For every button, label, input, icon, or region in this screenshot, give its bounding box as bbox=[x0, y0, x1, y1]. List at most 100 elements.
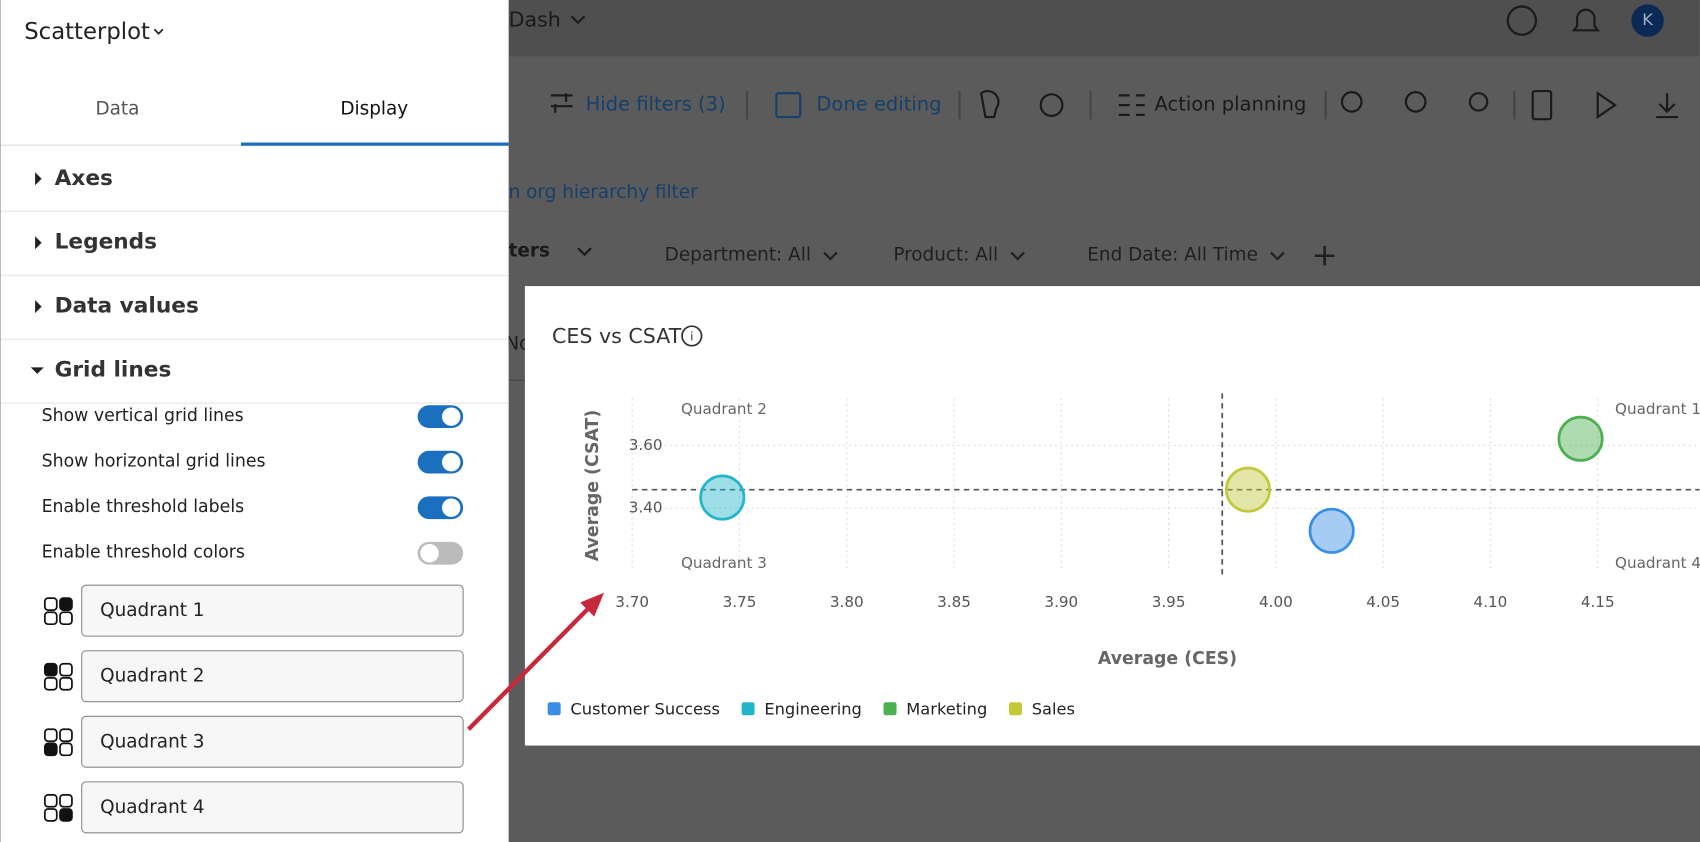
x-tick-label: 4.15 bbox=[1581, 593, 1615, 611]
bell-icon[interactable] bbox=[1571, 8, 1600, 32]
chevron bbox=[1010, 251, 1025, 261]
arrow-head bbox=[580, 592, 605, 617]
info-icon[interactable] bbox=[681, 325, 703, 347]
toggle-knob bbox=[442, 498, 461, 517]
avatar-initial: K bbox=[1642, 10, 1653, 29]
quadrant-icon-cell bbox=[59, 662, 73, 677]
input-value: Quadrant 4 bbox=[100, 797, 204, 818]
quadrant-icon-cell bbox=[43, 611, 58, 626]
legend-swatch bbox=[883, 702, 897, 716]
done-editing[interactable]: Done editing bbox=[816, 93, 941, 116]
toggle-label: Enable threshold labels bbox=[42, 497, 245, 517]
legend-label[interactable]: Marketing bbox=[906, 699, 987, 718]
toolbar-icons bbox=[550, 89, 1678, 121]
legend-label[interactable]: Customer Success bbox=[570, 699, 720, 718]
caret bbox=[35, 172, 42, 186]
text-input[interactable] bbox=[81, 650, 464, 703]
input-value: Quadrant 3 bbox=[100, 731, 204, 752]
quadrant-icon-cell bbox=[59, 611, 73, 626]
data-point[interactable] bbox=[1224, 466, 1272, 513]
org-filter-link[interactable]: n org hierarchy filter bbox=[509, 182, 698, 203]
data-point[interactable] bbox=[1557, 415, 1604, 462]
data-point[interactable] bbox=[699, 474, 746, 521]
quadrant-icon-cell bbox=[59, 597, 73, 611]
x-tick-label: 3.95 bbox=[1152, 593, 1186, 611]
quadrant-icon-cell bbox=[43, 728, 58, 743]
section-header[interactable]: Data values bbox=[55, 294, 199, 319]
legend-label[interactable]: Engineering bbox=[764, 699, 862, 718]
annotation-arrow bbox=[467, 600, 596, 731]
info-glyph: i bbox=[690, 330, 693, 344]
x-axis-label: Average (CES) bbox=[1098, 649, 1237, 669]
quadrant-icon-cell bbox=[43, 676, 58, 691]
quadrant-label: Quadrant 1 bbox=[1615, 400, 1700, 418]
text-input[interactable] bbox=[81, 781, 464, 834]
y-axis-label: Average (CSAT) bbox=[583, 410, 603, 562]
input-value: Quadrant 1 bbox=[100, 600, 204, 621]
quadrant-label: Quadrant 3 bbox=[681, 554, 767, 572]
avatar[interactable] bbox=[1631, 4, 1664, 37]
quadrant-icon-cell bbox=[43, 808, 58, 822]
panel-content: Data Display Axes Legends Data values Grid li… bbox=[0, 98, 509, 834]
data-point[interactable] bbox=[1308, 507, 1355, 554]
x-tick-label: 3.80 bbox=[830, 593, 864, 611]
caret bbox=[35, 300, 42, 314]
y-tick-label: 3.40 bbox=[629, 499, 663, 517]
quadrant-icon-cell bbox=[59, 676, 73, 691]
quadrant-icon-cell bbox=[59, 793, 73, 808]
filter-dropdown[interactable]: End Date: All Time bbox=[1087, 245, 1258, 266]
text-input[interactable] bbox=[81, 584, 464, 637]
chart-title: CES vs CSAT bbox=[552, 324, 682, 348]
section-header[interactable]: Axes bbox=[55, 166, 113, 191]
filter-bar: Department: All Product: All End Date: All… bbox=[665, 245, 1335, 266]
toggle-label: Enable threshold colors bbox=[42, 543, 245, 563]
x-tick-label: 3.85 bbox=[937, 593, 971, 611]
partial-text: No bbox=[505, 334, 530, 355]
chevron bbox=[570, 15, 586, 25]
quadrant-label: Quadrant 2 bbox=[681, 400, 767, 418]
x-tick-label: 3.75 bbox=[723, 593, 757, 611]
caret bbox=[35, 236, 42, 250]
quadrant-icon-cell bbox=[43, 793, 58, 808]
dashboard-name[interactable]: Dash bbox=[509, 8, 561, 32]
hide-filters[interactable]: Hide filters (3) bbox=[586, 93, 726, 116]
x-tick-label: 4.00 bbox=[1259, 593, 1293, 611]
x-tick-label: 3.90 bbox=[1044, 593, 1078, 611]
text-input[interactable] bbox=[81, 715, 464, 768]
legend-swatch bbox=[1008, 702, 1022, 716]
action-planning[interactable]: Action planning bbox=[1155, 93, 1307, 116]
filter-dropdown[interactable]: Department: All bbox=[665, 245, 811, 266]
filters-label: ters bbox=[509, 240, 550, 261]
chart: 3.70 3.75 3.80 3.85 3.90 3.95 4.00 4.05 4.10 4.15… bbox=[547, 393, 1700, 718]
quadrant-icon-cell bbox=[59, 808, 73, 822]
toggle-knob bbox=[442, 407, 461, 426]
toggle-knob bbox=[420, 543, 439, 563]
quadrant-label: Quadrant 4 bbox=[1615, 554, 1700, 572]
chevron bbox=[577, 247, 592, 257]
panel-title[interactable]: Scatterplot bbox=[24, 19, 150, 45]
tab[interactable]: Display bbox=[340, 98, 408, 119]
toggle-knob bbox=[442, 452, 461, 472]
section-header[interactable]: Legends bbox=[55, 230, 157, 255]
chevron bbox=[823, 251, 838, 261]
add-filter[interactable] bbox=[1314, 245, 1335, 266]
tab[interactable]: Data bbox=[95, 98, 139, 119]
legend-swatch bbox=[741, 702, 755, 716]
chevron bbox=[1270, 251, 1285, 261]
x-tick-label: 3.70 bbox=[615, 593, 649, 611]
x-tick-label: 4.05 bbox=[1366, 593, 1400, 611]
x-tick-label: 4.10 bbox=[1474, 593, 1508, 611]
chevron bbox=[153, 28, 164, 35]
quadrant-icon-cell bbox=[43, 597, 58, 611]
input-value: Quadrant 2 bbox=[100, 666, 204, 687]
help-icon[interactable] bbox=[1506, 5, 1538, 36]
legend-label[interactable]: Sales bbox=[1032, 699, 1075, 718]
quadrant-icon-cell bbox=[43, 662, 58, 677]
section-header[interactable]: Grid lines bbox=[55, 358, 172, 383]
toggle-label: Show vertical grid lines bbox=[42, 406, 244, 426]
quadrant-icon-cell bbox=[59, 742, 73, 757]
quadrant-icon-cell bbox=[43, 742, 58, 757]
caret bbox=[30, 367, 44, 374]
filter-dropdown[interactable]: Product: All bbox=[893, 245, 998, 266]
